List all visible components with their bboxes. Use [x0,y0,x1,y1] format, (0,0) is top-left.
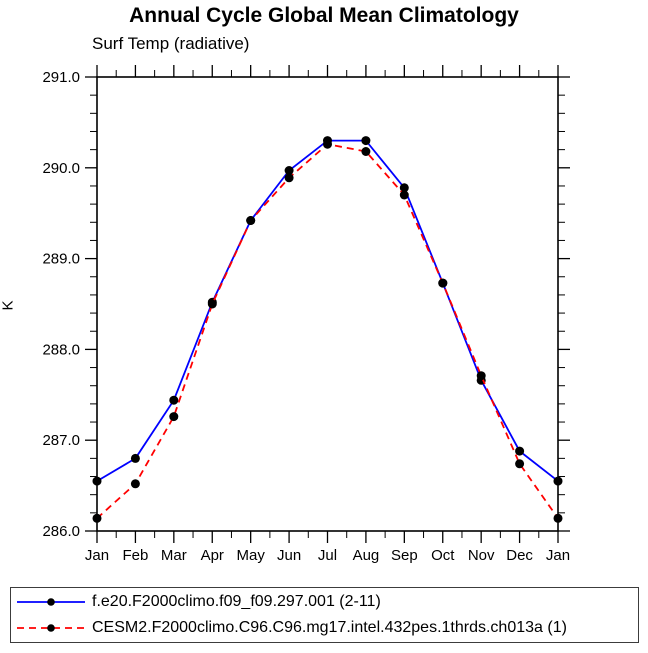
series-marker-1 [438,278,448,288]
series-marker-1 [169,412,179,422]
x-tick-label: Jan [85,547,109,564]
x-tick-label: Apr [201,547,224,564]
x-tick-label: Mar [161,547,187,564]
y-tick-label: 290.0 [42,160,80,177]
legend-line-sample-solid [17,597,85,606]
x-tick-label: Dec [506,547,533,564]
x-tick-label: Sep [391,547,418,564]
chart-subtitle: Surf Temp (radiative) [92,34,250,53]
series-marker-1 [361,147,371,156]
series-marker-0 [361,136,371,146]
series-marker-1 [515,459,525,469]
series-marker-0 [92,476,102,486]
y-tick-label: 289.0 [42,251,80,268]
y-tick-label: 286.0 [42,523,80,540]
legend-label: f.e20.F2000climo.f09_f09.297.001 (2-11) [92,592,381,610]
legend-item: CESM2.F2000climo.C96.C96.mg17.intel.432p… [14,615,638,641]
series-marker-1 [92,513,102,523]
x-tick-label: May [236,547,265,564]
x-tick-label: Nov [468,547,495,564]
series-marker-0 [515,446,525,456]
series-marker-1 [284,173,294,183]
series-marker-1 [323,139,332,149]
y-tick-label: 288.0 [42,341,80,358]
legend-line-sample-dashed [17,624,85,633]
series-line-1 [96,143,559,519]
series-marker-1 [399,190,409,200]
series-marker-1 [130,479,140,489]
x-tick-label: Jun [277,547,301,564]
series-marker-0 [169,395,179,405]
x-tick-label: Feb [122,547,148,564]
x-tick-label: Jan [546,547,570,564]
series-marker-1 [553,513,563,523]
plot-area: Jan Feb Mar Apr May Jun Jul Aug Sep Oct Nov Dec Jan 2… [42,65,570,564]
chart-title: Annual Cycle Global Mean Climatology [129,4,519,27]
x-tick-label: Aug [353,547,380,564]
legend-box: f.e20.F2000climo.f09_f09.297.001 (2-11) … [10,587,639,643]
legend-label: CESM2.F2000climo.C96.C96.mg17.intel.432p… [92,619,567,637]
x-tick-label: Oct [431,547,455,564]
series-marker-0 [130,453,140,463]
series-marker-0 [284,166,294,175]
y-tick-label: 287.0 [42,432,80,449]
legend-item: f.e20.F2000climo.f09_f09.297.001 (2-11) [14,589,638,615]
y-tick-label: 291.0 [42,69,80,86]
series-marker-1 [246,216,256,225]
series-marker-1 [476,371,486,381]
series-marker-0 [399,183,409,193]
x-tick-label: Jul [318,547,337,564]
series-marker-1 [207,299,217,309]
series-marker-0 [553,476,563,486]
